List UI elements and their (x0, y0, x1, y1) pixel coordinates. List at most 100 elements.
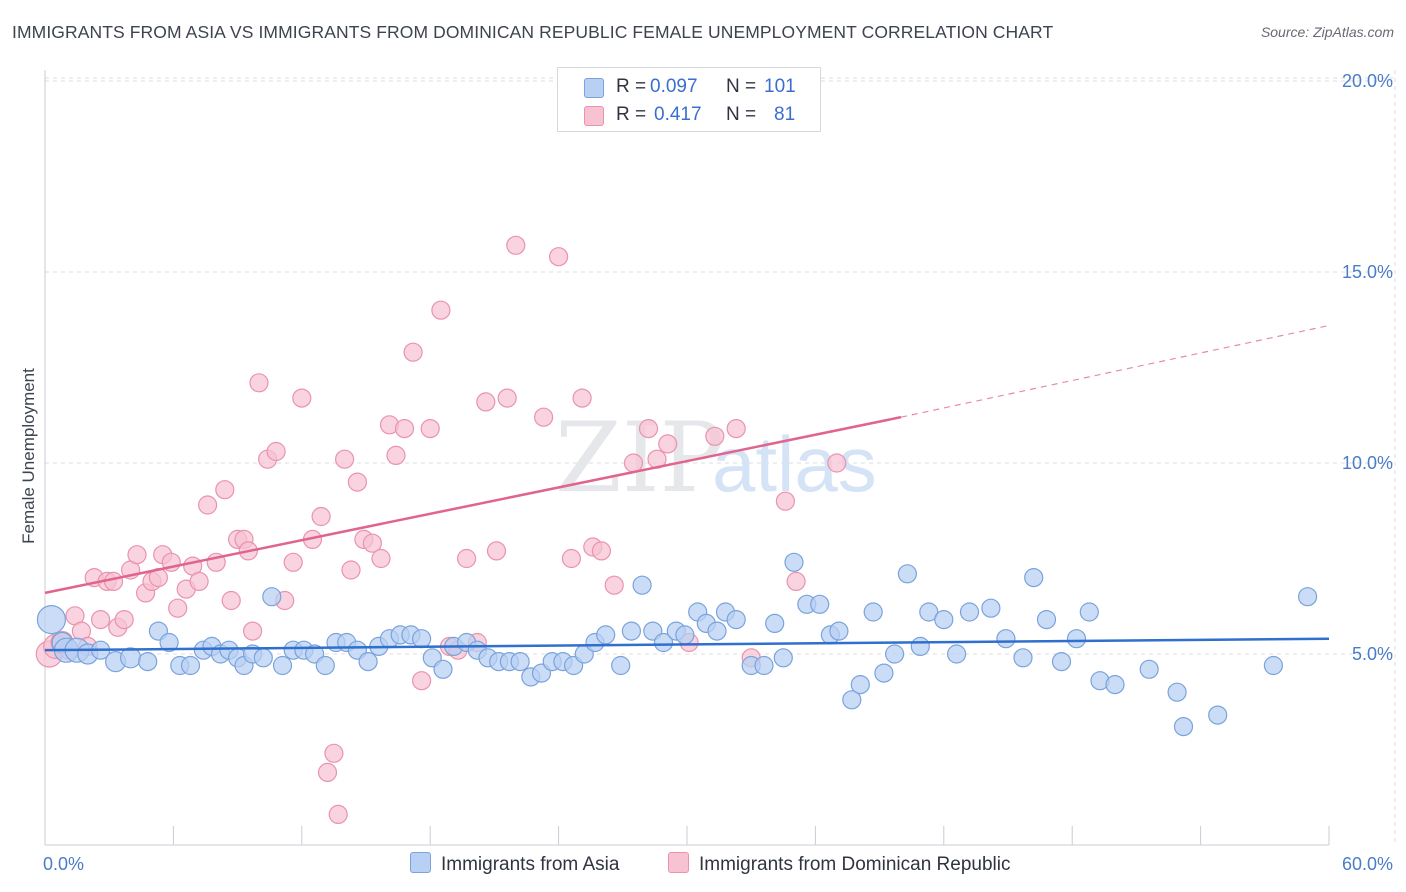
asia-point-67 (765, 613, 785, 634)
trend-lines (44, 324, 1330, 652)
asia-point-26 (315, 655, 335, 676)
dr-point-47 (362, 533, 382, 553)
y-tick-label-3: 20.0% (1342, 71, 1393, 91)
asia-point-98 (1208, 705, 1228, 725)
dr-point-39 (311, 506, 331, 527)
dr-point-34 (266, 441, 286, 462)
asia-point-92 (1079, 602, 1099, 622)
asia-point-75 (850, 674, 870, 695)
asia-point-100 (1297, 587, 1318, 607)
legend-r-value-dr: 0.417 (654, 104, 702, 125)
dr-point-24 (198, 495, 218, 515)
asia-point-85 (981, 598, 1001, 618)
y-tick-label-2: 15.0% (1342, 262, 1393, 282)
asia-point-44 (510, 651, 530, 672)
series-dominican-republic (35, 235, 847, 825)
asia-point-76 (863, 602, 883, 622)
asia-point-87 (1013, 648, 1033, 668)
dr-point-20 (168, 598, 188, 618)
asia-point-97 (1173, 716, 1194, 737)
asia-point-37 (433, 659, 453, 679)
asia-point-7 (120, 647, 142, 669)
dr-point-40 (317, 762, 338, 783)
series-asia (36, 552, 1318, 737)
asia-point-68 (773, 648, 793, 668)
asia-point-86 (996, 629, 1016, 649)
chart-title: IMMIGRANTS FROM ASIA VS IMMIGRANTS FROM … (12, 22, 1054, 42)
legend-n-label: N = (726, 104, 757, 125)
asia-point-89 (1036, 609, 1057, 630)
legend-row-dr: R = 0.417 N = 81 (558, 102, 820, 128)
bottom-legend-asia: Immigrants from Asia (410, 852, 619, 876)
asia-point-22 (272, 655, 293, 676)
dr-point-12 (114, 609, 134, 630)
dr-point-44 (341, 560, 361, 580)
dr-point-62 (497, 388, 517, 408)
dr-point-53 (412, 671, 432, 691)
asia-point-12 (180, 655, 201, 676)
asia-point-95 (1139, 659, 1159, 679)
legend-r-label: R = (616, 104, 647, 125)
asia-point-59 (675, 625, 695, 645)
asia-point-91 (1066, 629, 1087, 649)
source-label: Source: ZipAtlas.com (1260, 24, 1394, 40)
asia-point-80 (910, 636, 930, 657)
trend-line-dr-extension (900, 324, 1330, 418)
dr-point-79 (775, 491, 796, 511)
dr-point-43 (335, 449, 355, 469)
dr-point-31 (243, 621, 263, 641)
asia-point-79 (897, 564, 918, 584)
asia-point-35 (412, 629, 432, 649)
asia-point-64 (726, 609, 746, 630)
dr-point-65 (548, 247, 569, 267)
dr-point-54 (420, 419, 440, 439)
dr-point-55 (431, 300, 451, 320)
asia-point-8 (138, 651, 158, 672)
trend-line-asia (44, 637, 1330, 652)
asia-point-53 (611, 655, 631, 676)
dr-point-72 (638, 419, 659, 439)
dr-point-77 (726, 419, 746, 439)
asia-point-78 (884, 644, 905, 664)
dr-point-69 (591, 541, 612, 561)
bottom-legend-label-asia: Immigrants from Asia (441, 854, 620, 875)
y-axis-label: Female Unemployment (19, 368, 38, 544)
dr-point-80 (786, 571, 806, 592)
asia-point-74 (842, 690, 862, 710)
y-tick-label-0: 5.0% (1352, 644, 1393, 664)
asia-point-88 (1024, 567, 1044, 588)
asia-point-30 (358, 651, 378, 672)
bottom-legend-swatch-asia (410, 852, 431, 873)
dr-point-81 (827, 453, 847, 473)
axes (44, 70, 1330, 846)
legend-r-label: R = (616, 76, 647, 97)
asia-point-54 (621, 621, 642, 641)
dr-point-8 (90, 609, 111, 630)
dr-point-60 (476, 392, 496, 412)
legend-row-asia: R = 0.097 N = 101 (558, 74, 820, 100)
dr-point-76 (705, 426, 725, 446)
dr-point-36 (283, 552, 303, 572)
asia-point-52 (596, 625, 616, 645)
asia-point-82 (934, 609, 954, 630)
dr-point-23 (189, 571, 209, 592)
watermark: ZIP atlas (555, 402, 877, 514)
dr-point-74 (658, 434, 678, 454)
legend-swatch-asia (584, 78, 604, 98)
asia-point-94 (1105, 674, 1125, 695)
dr-point-50 (386, 445, 406, 465)
x-tick-label-max: 60.0% (1342, 854, 1393, 874)
asia-point-0 (36, 604, 67, 635)
dr-point-14 (127, 545, 147, 565)
dr-point-67 (572, 388, 592, 408)
dr-point-70 (604, 575, 624, 595)
asia-point-99 (1263, 655, 1284, 676)
asia-point-96 (1167, 682, 1187, 702)
dr-point-61 (486, 541, 507, 561)
dr-point-10 (103, 571, 124, 592)
dr-point-66 (561, 548, 582, 569)
legend-n-value-dr: 81 (774, 104, 796, 125)
asia-point-81 (919, 602, 939, 622)
dr-point-42 (328, 804, 348, 825)
